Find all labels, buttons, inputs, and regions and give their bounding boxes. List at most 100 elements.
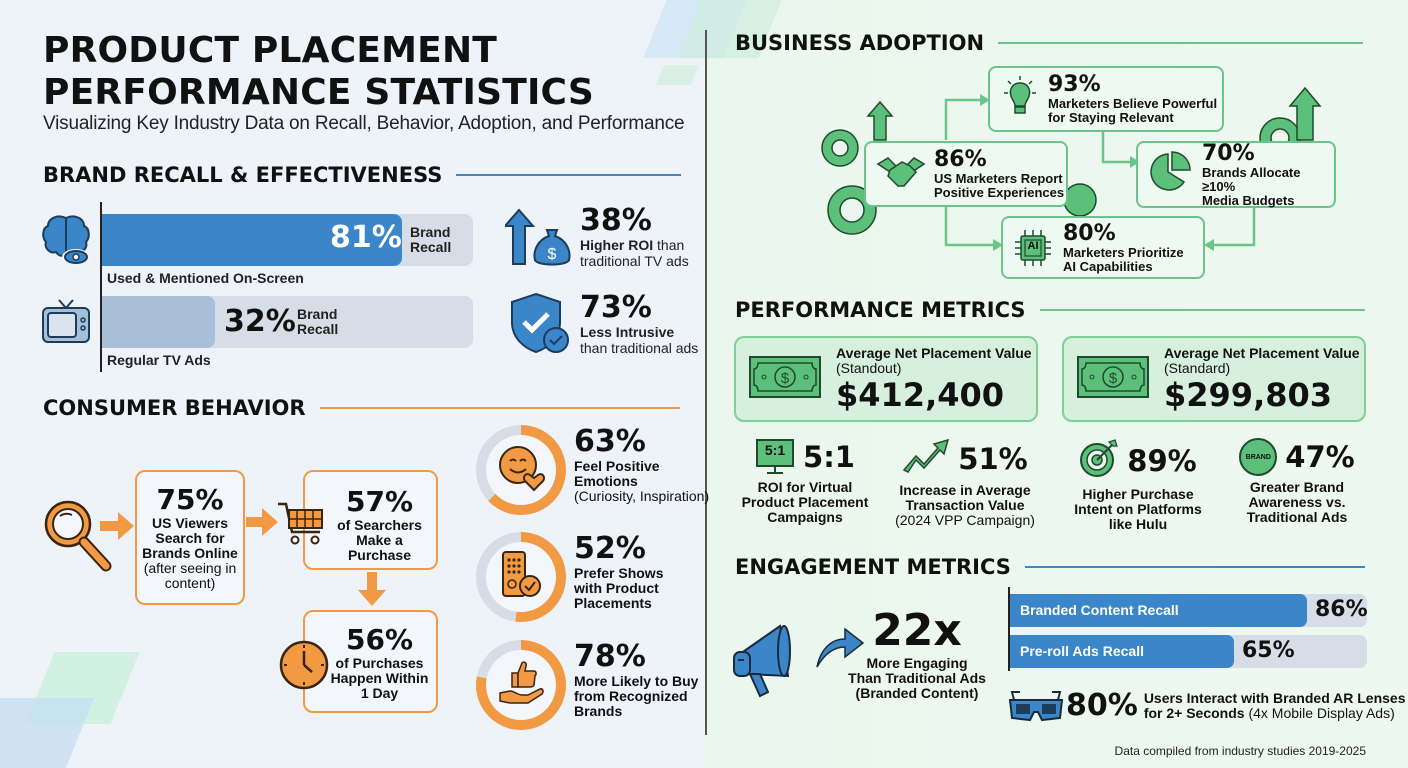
metric-value: 89% [1127,443,1197,478]
metric-value: 51% [958,441,1028,476]
column-divider [705,30,707,735]
engagement-bar-fill [1010,635,1234,668]
donut-stat-recognized-brands: 78% More Likely to Buy from Recognized B… [476,640,698,730]
donut-value: 63% [574,424,646,459]
metric-line: Recall [297,321,339,337]
heading-rule [319,407,680,409]
metric-sublabel: (2024 VPP Campaign) [895,512,1035,528]
stat-value: 73% [580,290,652,325]
recall-bar-track: 81% Brand Recall [102,214,473,266]
target-icon [1079,438,1119,483]
title-line-2: PERFORMANCE STATISTICS [43,72,594,113]
multiplier-label: More Engaging [866,655,968,671]
adoption-label: Marketers Believe Powerful [1048,96,1218,111]
brand-badge-text: BRAND [1245,453,1271,461]
thumbs-up-hand-icon [496,659,546,712]
flow-box-purchase: 57% of Searchers Make a Purchase [303,470,438,570]
donut-value: 52% [574,531,646,566]
flow-value: 56% [345,623,414,656]
pie-chart-icon [1148,150,1192,199]
donut-label: with Product [574,580,659,596]
adoption-label: Positive Experiences [934,185,1065,200]
flow-label: Brands Online [142,545,238,561]
adoption-card-text: 93% Marketers Believe Powerful for Stayi… [1048,73,1217,125]
metric-label-line: Increase in Average [899,482,1031,498]
donut-text: 63% Feel Positive Emotions (Curiosity, I… [574,425,709,504]
flow-sublabel: content) [164,575,216,591]
decor-shape [0,698,95,768]
smiley-heart-icon [496,443,546,498]
monitor-badge-text: 5:1 [764,442,786,458]
flow-label: Make a Purchase [347,532,412,563]
metric-label: ROI for Virtual Product Placement Campai… [725,480,885,525]
section-heading-brand-recall: BRAND RECALL & EFFECTIVENESS [43,163,682,187]
stat-label: than traditional ads [580,340,699,356]
brain-eye-icon [40,212,92,273]
stat-label-bold: Higher ROI [580,237,654,253]
section-heading-engagement: ENGAGEMENT METRICS [735,555,1365,579]
stat-label-bold: Less Intrusive [580,324,675,340]
ar-label: Users Interact with Branded AR Lenses fo… [1143,690,1406,721]
metric-line: Recall [410,239,452,255]
donut-label: from Recognized [574,688,688,704]
heading-text: ENGAGEMENT METRICS [735,555,1011,579]
ar-label-rest: (4x Mobile Display Ads) [1244,704,1395,721]
metric-value: 47% [1285,440,1355,474]
placement-value-card-standout: $ Average Net Placement Value (Standout)… [734,336,1038,422]
heading-text: BUSINESS ADOPTION [735,31,985,55]
metric-roi-vpp: 5:1 5:1 ROI for Virtual Product Placemen… [725,438,885,525]
adoption-label: Marketers Prioritize [1063,244,1184,260]
megaphone-icon [732,620,812,705]
donut-chart [476,640,566,730]
metric-label-line: Higher Purchase [1082,486,1194,502]
heading-rule [456,174,682,176]
metric-label-line: Product Placement [741,494,869,510]
recall-bar-fill-onscreen [102,214,402,266]
heading-text: BRAND RECALL & EFFECTIVENESS [43,163,443,187]
flow-label: US Viewers [151,515,228,531]
multiplier-label: Than Traditional Ads [848,670,986,686]
ar-label-line: for 2+ Seconds (4x Mobile Display Ads) [1143,704,1406,721]
engagement-bar-label: Pre-roll Ads Recall [1020,643,1144,659]
engagement-multiplier: 22x More Engaging Than Traditional Ads (… [847,606,987,701]
section-heading-performance: PERFORMANCE METRICS [735,298,1365,322]
ar-label-bold: for 2+ Seconds [1143,704,1245,721]
multiplier-value: 22x [872,605,962,656]
arrow-up-money-bag-icon: $ [502,208,573,273]
monitor-ratio-icon: 5:1 [755,438,795,476]
metric-label: Increase in Average Transaction Value [880,483,1050,513]
magnifier-icon [42,498,112,577]
donut-label: Placements [574,595,652,611]
stat-roi: 38% Higher ROI than traditional TV ads [580,205,689,270]
flow-box-search: 75% US Viewers Search for Brands Online … [135,470,245,605]
adoption-value: 80% [1063,220,1116,246]
flow-label: Happen Within [330,670,429,686]
donut-label: More Likely to Buy [574,673,699,689]
svg-text:$: $ [781,370,790,387]
flow-value: 57% [345,485,414,518]
heading-rule [1024,566,1365,568]
metric-brand-awareness: BRAND 47% Greater Brand Awareness vs. Tr… [1222,438,1372,525]
recall-bar-metric: Brand Recall [297,307,338,337]
heading-rule [1039,309,1365,311]
placement-card-text: Average Net Placement Value (Standout) $… [836,345,1032,414]
svg-text:$: $ [548,246,557,263]
page-title: PRODUCT PLACEMENT PERFORMANCE STATISTICS [43,30,594,114]
adoption-label: AI Capabilities [1063,258,1153,274]
donut-stat-emotions: 63% Feel Positive Emotions (Curiosity, I… [476,425,709,515]
recall-bar-value: 81% [330,220,402,255]
placement-sublabel: (Standout) [836,359,902,376]
page-subtitle: Visualizing Key Industry Data on Recall,… [43,113,685,134]
adoption-card-text: 86% US Marketers Report Positive Experie… [934,148,1064,200]
remote-check-icon [499,550,543,605]
adoption-card-budgets: 70% Brands Allocate ≥10% Media Budgets [1136,141,1336,208]
recall-bar-caption: Used & Mentioned On-Screen [107,270,304,286]
curved-arrow-icon [815,625,865,674]
placement-label: Average Net Placement Value [1164,344,1360,361]
placement-value: $412,400 [836,375,1005,414]
metric-value: 5:1 [803,440,855,474]
adoption-label: US Marketers Report [934,171,1063,186]
engagement-bar-label: Branded Content Recall [1020,602,1179,618]
adoption-value: 93% [1048,72,1101,97]
chip-label: AI [1027,239,1039,252]
